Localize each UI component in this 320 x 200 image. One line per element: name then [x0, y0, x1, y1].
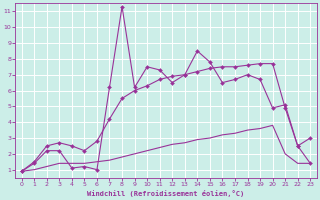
X-axis label: Windchill (Refroidissement éolien,°C): Windchill (Refroidissement éolien,°C) [87, 190, 244, 197]
